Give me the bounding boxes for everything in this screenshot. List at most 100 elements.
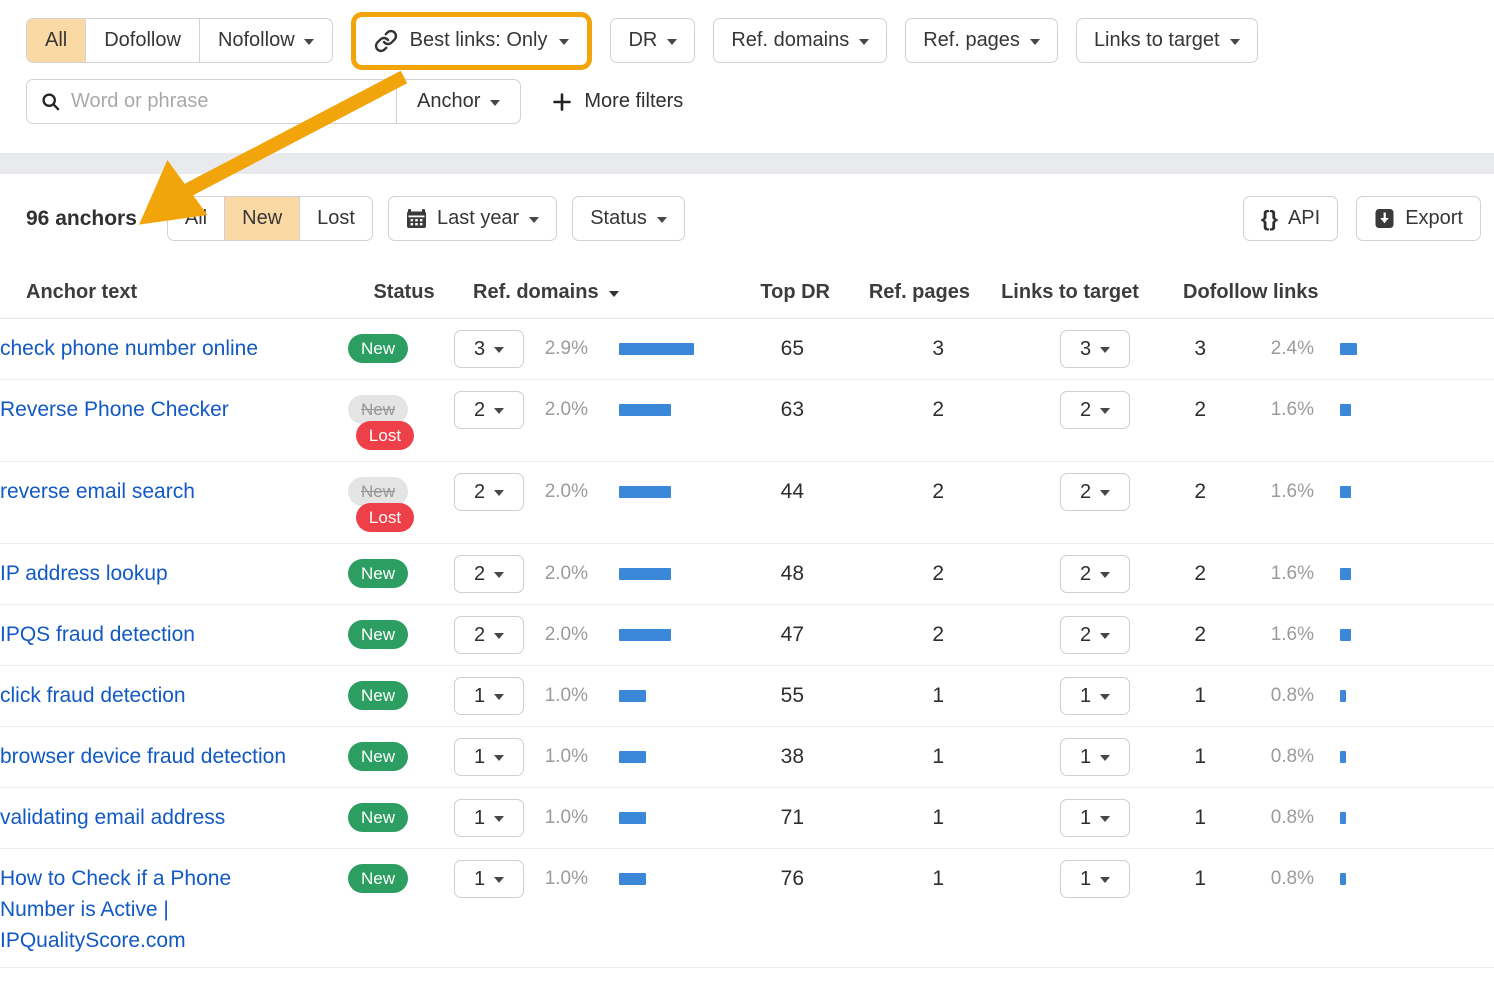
ref-pages-value: 2 [932,623,944,646]
export-button[interactable]: Export [1356,196,1481,241]
status-cell: New [330,738,426,771]
chevron-down-icon [1229,38,1240,45]
links-to-target-dropdown[interactable]: 2 [1060,555,1130,593]
links-to-target-label: Links to target [1093,29,1220,51]
header-top-dr[interactable]: Top DR [760,281,830,303]
ref-pages-filter-button[interactable]: Ref. pages [905,18,1058,63]
export-label: Export [1405,207,1463,229]
top-dr-value: 76 [780,867,804,890]
links-to-target-cell: 3 [944,330,1144,368]
search-input[interactable] [71,90,382,113]
dofollow-bar-cell [1314,677,1494,715]
links-to-target-dropdown[interactable]: 1 [1060,799,1130,837]
links-to-target-value: 1 [1079,867,1092,890]
ref-domains-dropdown[interactable]: 1 [454,799,524,837]
dofollow-bar-cell [1314,616,1494,654]
anchor-link[interactable]: browser device fraud detection [0,745,286,768]
anchor-link[interactable]: Reverse Phone Checker [0,398,229,421]
ref-domains-bar-cell [588,616,719,654]
tab-dofollow[interactable]: Dofollow [85,19,199,62]
links-to-target-cell: 1 [944,799,1144,837]
ref-pages-value: 3 [932,337,944,360]
links-to-target-dropdown[interactable]: 1 [1060,860,1130,898]
ref-domains-dropdown[interactable]: 1 [454,860,524,898]
dofollow-percent: 2.4% [1270,338,1314,359]
links-to-target-cell: 2 [944,391,1144,429]
ref-domains-percent: 2.0% [544,624,588,645]
header-anchor-text[interactable]: Anchor text [26,281,138,303]
header-ref-pages[interactable]: Ref. pages [868,281,970,303]
dofollow-percent: 0.8% [1270,746,1314,767]
status-dropdown-button[interactable]: Status [572,196,685,241]
anchor-scope-dropdown[interactable]: Anchor [396,80,520,123]
export-icon [1374,208,1395,229]
anchor-link[interactable]: click fraud detection [0,684,186,707]
chevron-down-icon [1100,816,1111,822]
links-count-value: 1 [1194,745,1206,768]
anchor-link[interactable]: check phone number online [0,337,259,360]
ref-domains-cell: 2 [426,391,526,429]
status-badge-new: New [347,334,408,363]
ref-pages-value: 1 [932,867,944,890]
ref-domains-filter-button[interactable]: Ref. domains [713,18,888,63]
ref-domains-dropdown[interactable]: 2 [454,555,524,593]
header-ref-domains[interactable]: Ref. domains [452,281,745,304]
ref-domains-dropdown[interactable]: 1 [454,738,524,776]
ref-domains-value: 2 [473,398,486,421]
api-button[interactable]: {} API [1242,196,1339,241]
links-to-target-value: 1 [1079,745,1092,768]
links-to-target-dropdown[interactable]: 1 [1060,738,1130,776]
links-to-target-dropdown[interactable]: 2 [1060,616,1130,654]
links-to-target-filter-button[interactable]: Links to target [1075,18,1258,63]
header-links-to-target[interactable]: Links to target [1001,281,1139,303]
header-dofollow-links[interactable]: Dofollow links [1183,281,1319,303]
tab-status-all[interactable]: All [184,207,208,229]
ref-domains-bar-cell [588,738,719,776]
anchor-link[interactable]: IP address lookup [0,562,168,585]
links-to-target-dropdown[interactable]: 2 [1060,473,1130,511]
anchor-link[interactable]: reverse email search [0,480,195,503]
tab-all-links[interactable]: All [27,19,86,62]
anchor-link[interactable]: IPQS fraud detection [0,623,195,646]
tab-status-new[interactable]: New [224,197,300,240]
ref-domains-dropdown[interactable]: 2 [454,616,524,654]
table-row: validating email address New 1 1.0% 71 1… [0,788,1494,849]
status-badge-lost: Lost [355,421,415,450]
ref-domains-bar [619,629,671,641]
status-cell: New [330,616,426,649]
ref-domains-dropdown[interactable]: 1 [454,677,524,715]
links-to-target-dropdown[interactable]: 1 [1060,677,1130,715]
dofollow-bar [1340,486,1351,498]
ref-domains-dropdown[interactable]: 2 [454,473,524,511]
more-filters-button[interactable]: More filters [552,90,683,113]
tab-status-lost[interactable]: Lost [299,197,372,240]
dofollow-bar-cell [1314,391,1494,429]
ref-domains-value: 1 [473,684,486,707]
ref-domains-cell: 1 [426,799,526,837]
ref-domains-bar-cell [588,677,719,715]
chevron-down-icon [303,38,314,45]
tab-nofollow[interactable]: Nofollow [198,19,332,62]
anchor-link[interactable]: validating email address [0,806,226,829]
dr-filter-button[interactable]: DR [610,18,696,63]
chevron-down-icon [1100,347,1111,353]
ref-domains-dropdown[interactable]: 3 [454,330,524,368]
date-range-button[interactable]: Last year [387,196,558,241]
chevron-down-icon [494,816,505,822]
links-to-target-dropdown[interactable]: 2 [1060,391,1130,429]
ref-domains-dropdown[interactable]: 2 [454,391,524,429]
anchor-link[interactable]: How to Check if a Phone Number is Active… [0,867,232,952]
ref-domains-bar-cell [588,330,719,368]
dofollow-bar-cell [1314,738,1494,776]
dofollow-percent: 1.6% [1270,399,1314,420]
ref-domains-bar [619,873,646,885]
header-status[interactable]: Status [373,281,435,303]
table-row: How to Check if a Phone Number is Active… [0,849,1494,968]
links-to-target-dropdown[interactable]: 3 [1060,330,1130,368]
chevron-down-icon [1029,38,1040,45]
best-links-filter-button[interactable]: Best links: Only [357,18,586,63]
ref-domains-bar-cell [588,473,719,511]
status-badge-new: New [347,864,408,893]
ref-domains-cell: 3 [426,330,526,368]
ref-domains-cell: 2 [426,616,526,654]
